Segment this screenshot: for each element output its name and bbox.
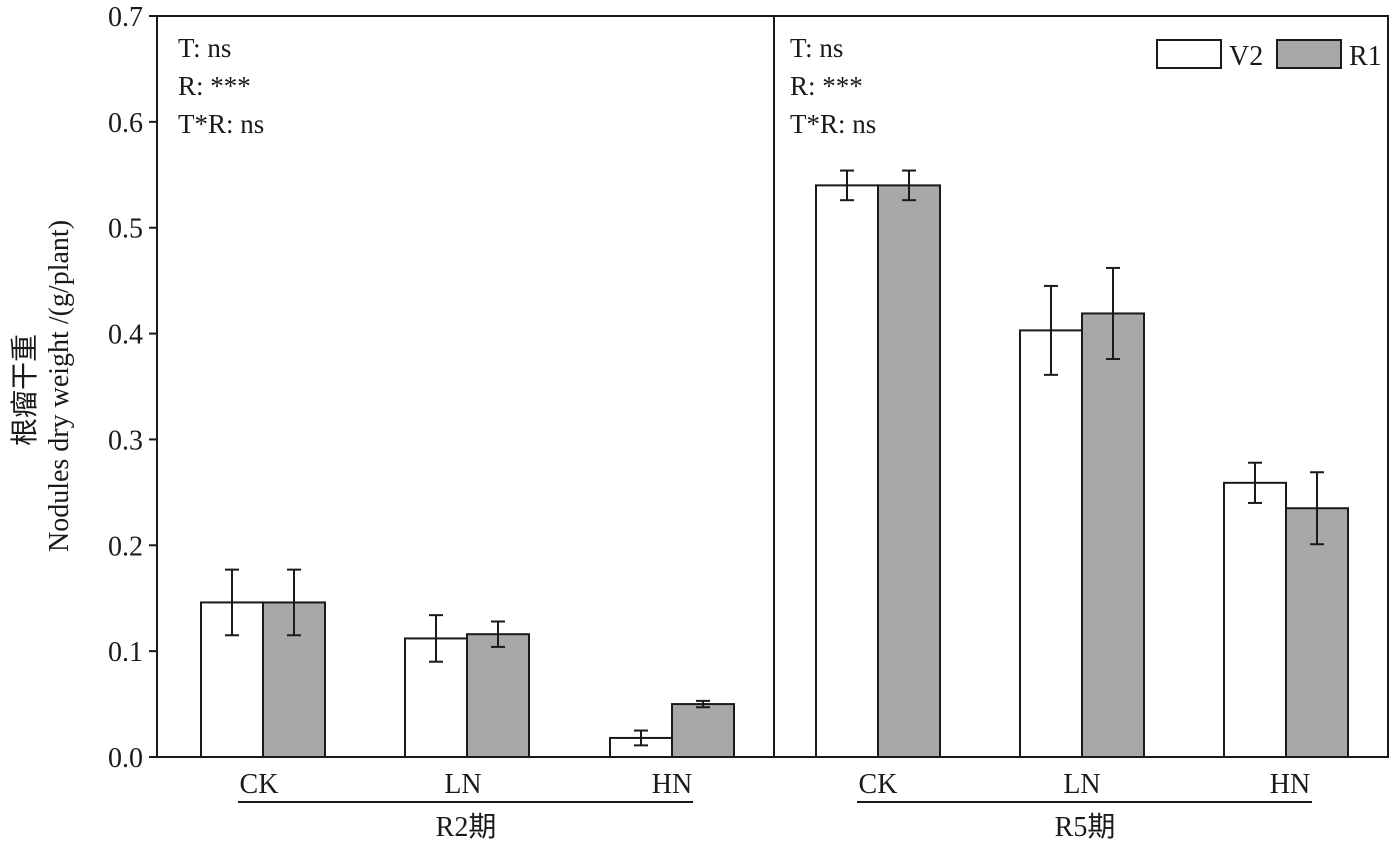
category-labels: CK LN HN R2期 CK LN HN R5期 bbox=[238, 769, 1312, 843]
category-label: LN bbox=[1063, 769, 1100, 800]
bar-v2-hn bbox=[1223, 481, 1287, 758]
legend-label: V2 bbox=[1229, 41, 1263, 72]
category-label: CK bbox=[859, 769, 898, 800]
error-bars bbox=[225, 169, 1324, 747]
category-label: HN bbox=[1270, 769, 1310, 800]
y-tick-label: 0.7 bbox=[108, 2, 143, 33]
bar-r1-hn bbox=[671, 703, 735, 758]
y-tick-label: 0.3 bbox=[108, 425, 143, 456]
error-bar bbox=[634, 729, 648, 747]
bar-r1-ln bbox=[1081, 312, 1145, 758]
bar-r1-hn bbox=[1285, 507, 1349, 758]
y-tick-label: 0.5 bbox=[108, 214, 143, 245]
y-tick-label: 0.1 bbox=[108, 637, 143, 668]
y-axis-label-english: Nodules dry weight /(g/plant) bbox=[44, 220, 75, 552]
stat-line: T*R: ns bbox=[178, 109, 264, 139]
error-bar bbox=[1106, 266, 1120, 360]
error-bar bbox=[696, 699, 710, 709]
legend-swatch-r1 bbox=[1276, 39, 1342, 69]
error-bar bbox=[1044, 284, 1058, 376]
error-bar bbox=[1310, 471, 1324, 546]
stat-line: T*R: ns bbox=[790, 109, 876, 139]
error-bar bbox=[225, 568, 239, 637]
error-bar bbox=[287, 568, 301, 637]
y-tick-label: 0.0 bbox=[108, 743, 143, 774]
group-label: R5期 bbox=[1055, 812, 1116, 843]
bar-v2-ln bbox=[1019, 329, 1083, 758]
plot-border bbox=[156, 15, 1389, 758]
category-label: LN bbox=[444, 769, 481, 800]
category-label: HN bbox=[652, 769, 692, 800]
stat-annotations: T: ns R: *** T*R: ns T: ns R: *** T*R: ns bbox=[178, 33, 876, 139]
stat-line: R: *** bbox=[178, 71, 251, 101]
error-bar bbox=[429, 614, 443, 663]
bars bbox=[200, 184, 1349, 759]
legend: V2 R1 bbox=[1156, 39, 1382, 72]
y-axis: 0.0 0.1 0.2 0.3 0.4 0.5 0.6 0.7 bbox=[108, 2, 157, 774]
error-bar bbox=[902, 169, 916, 202]
category-label: CK bbox=[240, 769, 279, 800]
error-bar bbox=[491, 620, 505, 648]
y-tick-label: 0.4 bbox=[108, 320, 143, 351]
plot-frame bbox=[156, 15, 1389, 758]
legend-label: R1 bbox=[1349, 41, 1382, 72]
y-axis-label-chinese: 根瘤干重 bbox=[9, 334, 41, 446]
stat-line: T: ns bbox=[790, 33, 843, 63]
stat-line: R: *** bbox=[790, 71, 863, 101]
error-bar bbox=[1248, 461, 1262, 504]
legend-swatch-v2 bbox=[1156, 39, 1222, 69]
bar-v2-ck bbox=[815, 184, 879, 759]
bar-r1-ln bbox=[466, 633, 530, 758]
group-label: R2期 bbox=[436, 812, 497, 843]
y-tick-label: 0.2 bbox=[108, 531, 143, 562]
error-bar bbox=[840, 169, 854, 202]
bar-r1-ck bbox=[877, 184, 941, 759]
stat-line: T: ns bbox=[178, 33, 231, 63]
y-tick-label: 0.6 bbox=[108, 108, 143, 139]
